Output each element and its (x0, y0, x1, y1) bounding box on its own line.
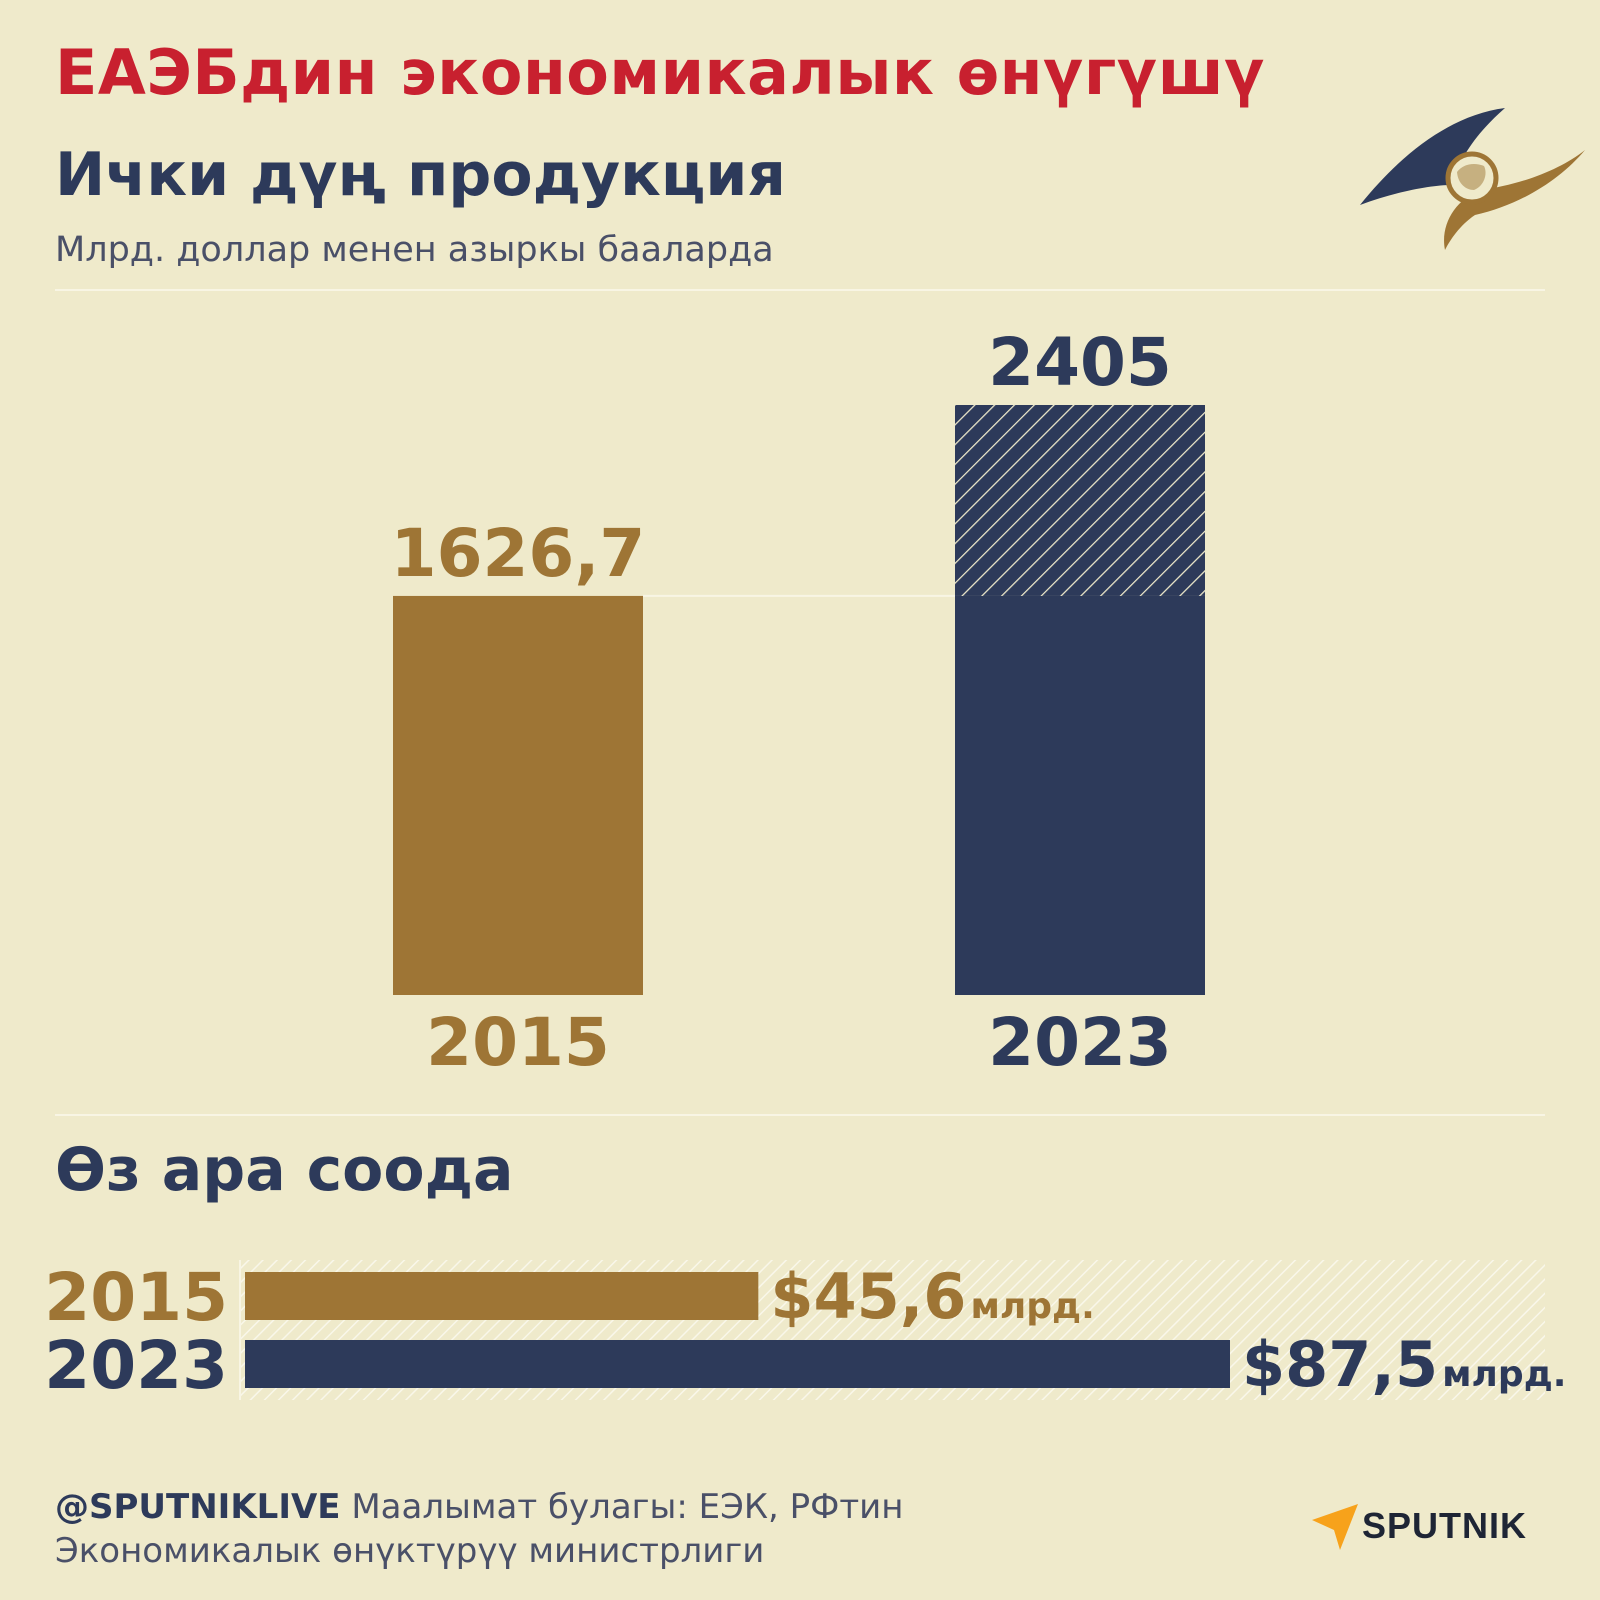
middle-divider (55, 1114, 1545, 1116)
bar-2015 (393, 595, 643, 995)
category-label-2023: 2023 (988, 1004, 1172, 1081)
trade-bar-2023 (245, 1340, 1230, 1388)
trade-unit-label-2023: млрд. (1442, 1354, 1566, 1395)
unit-note: Млрд. доллар менен азыркы бааларда (55, 230, 774, 270)
sputnik-logo-icon (1312, 1504, 1358, 1550)
trade-bar-2015 (245, 1272, 759, 1320)
trade-value-label-2015: $45,6 (770, 1260, 966, 1333)
sputnik-brand-name: SPUTNIK (1362, 1505, 1528, 1546)
gdp-bar-chart: 1626,7 2015 2405 2023 (391, 324, 1205, 1081)
value-label-2015: 1626,7 (391, 515, 646, 592)
source-line-2: Экономикалык өнүктүрүү министрлиги (55, 1531, 765, 1571)
main-title: ЕАЭБдин экономикалык өнүгүшү (55, 36, 1265, 109)
top-divider (55, 289, 1545, 291)
category-label-2015: 2015 (426, 1004, 610, 1081)
trade-year-label-2015: 2015 (44, 1259, 228, 1336)
source-line-1: Маалымат булагы: ЕЭК, РФтин (340, 1487, 904, 1527)
eaeu-emblem-icon (1360, 108, 1585, 250)
bar-increase-2023 (955, 405, 1205, 596)
bar-2023 (955, 595, 1205, 995)
trade-bar-chart: 2015 $45,6 млрд.2023 $87,5 млрд. (44, 1259, 1566, 1404)
trade-value-label-2023: $87,5 (1242, 1328, 1438, 1401)
value-label-2023: 2405 (988, 324, 1172, 401)
trade-section-title: Өз ара соода (55, 1135, 514, 1205)
trade-year-label-2023: 2023 (44, 1327, 228, 1404)
sputnik-handle: @SPUTNIKLIVE (55, 1487, 341, 1527)
gdp-section-title: Ички дүң продукция (55, 140, 786, 210)
footer-source: @SPUTNIKLIVE Маалымат булагы: ЕЭК, РФтин… (55, 1485, 904, 1573)
trade-unit-label-2015: млрд. (970, 1286, 1094, 1327)
